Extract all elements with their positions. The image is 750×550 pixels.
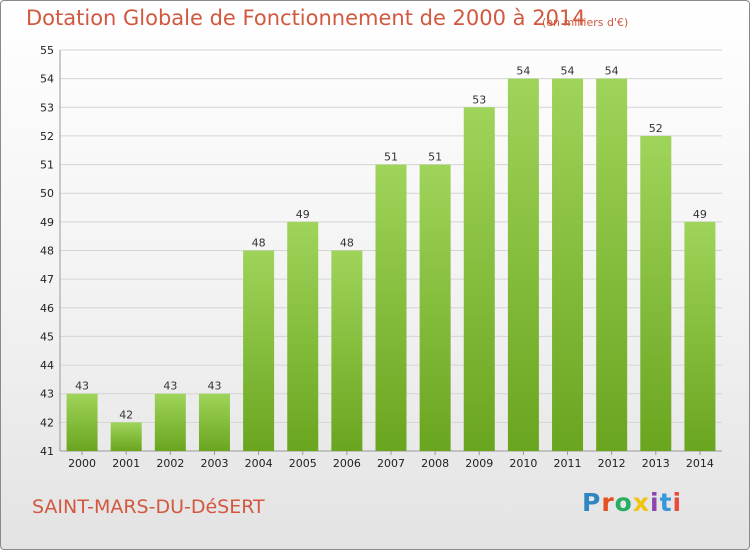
y-tick-label-43: 43 <box>40 388 54 401</box>
x-tick-label-2000: 2000 <box>68 457 96 470</box>
y-tick-label-54: 54 <box>40 73 54 86</box>
data-label-2001: 42 <box>119 408 133 421</box>
data-label-2008: 51 <box>428 151 442 164</box>
y-tick-label-47: 47 <box>40 273 54 286</box>
bar-2003 <box>198 393 230 451</box>
bar-2013 <box>640 135 672 451</box>
data-label-2010: 54 <box>516 65 530 78</box>
data-label-2007: 51 <box>384 151 398 164</box>
y-tick-label-51: 51 <box>40 159 54 172</box>
logo-letter: t <box>659 488 673 517</box>
y-tick-label-55: 55 <box>40 44 54 57</box>
x-tick-label-2001: 2001 <box>112 457 140 470</box>
data-label-2012: 54 <box>605 65 619 78</box>
bar-2014 <box>684 221 716 451</box>
bar-2009 <box>463 107 495 452</box>
data-label-2004: 48 <box>252 237 266 250</box>
logo-letter: i <box>672 488 683 517</box>
commune-name: SAINT-MARS-DU-DéSERT <box>32 496 265 518</box>
bar-2004 <box>243 250 275 451</box>
y-tick-label-46: 46 <box>40 302 54 315</box>
x-tick-label-2012: 2012 <box>598 457 626 470</box>
data-label-2013: 52 <box>649 122 663 135</box>
x-tick-label-2007: 2007 <box>377 457 405 470</box>
x-tick-label-2004: 2004 <box>245 457 273 470</box>
x-tick-label-2013: 2013 <box>642 457 670 470</box>
y-tick-labels: 41 42 43 44 45 46 47 48 49 50 51 52 53 54 55 <box>40 44 54 458</box>
y-tick-label-44: 44 <box>40 359 54 372</box>
x-tick-labels: 2000 2001 2002 2003 2004 2005 2006 2007 2008 2009… <box>68 457 714 470</box>
y-tick-label-45: 45 <box>40 330 54 343</box>
x-tick-label-2002: 2002 <box>156 457 184 470</box>
x-tick-label-2009: 2009 <box>465 457 493 470</box>
x-tick-label-2006: 2006 <box>333 457 361 470</box>
y-tick-label-50: 50 <box>40 187 54 200</box>
bar-2002 <box>154 393 186 451</box>
logo-letter: r <box>601 488 615 517</box>
bar-2001 <box>110 422 142 451</box>
x-tick-label-2008: 2008 <box>421 457 449 470</box>
bar-2007 <box>375 164 407 452</box>
logo-letter: o <box>614 488 633 517</box>
y-tick-label-49: 49 <box>40 216 54 229</box>
data-labels: 43 42 43 43 48 49 48 51 51 53 54 54 54 52 49 <box>75 65 707 422</box>
logo-letter: i <box>650 488 660 517</box>
chart-subtitle: (en milliers d'€) <box>542 16 629 29</box>
x-tick-label-2010: 2010 <box>509 457 537 470</box>
bar-2008 <box>419 164 451 452</box>
y-tick-label-53: 53 <box>40 101 54 114</box>
y-tick-label-48: 48 <box>40 245 54 258</box>
data-label-2003: 43 <box>207 380 221 393</box>
bar-2012 <box>596 78 628 452</box>
data-label-2000: 43 <box>75 380 89 393</box>
data-label-2002: 43 <box>163 380 177 393</box>
x-tick-label-2003: 2003 <box>200 457 228 470</box>
bar-2005 <box>287 221 319 451</box>
chart-title: Dotation Globale de Fonctionnement de 20… <box>26 6 586 30</box>
data-label-2014: 49 <box>693 208 707 221</box>
data-label-2011: 54 <box>561 65 575 78</box>
y-tick-label-41: 41 <box>40 445 54 458</box>
x-tick-label-2011: 2011 <box>554 457 582 470</box>
y-tick-label-42: 42 <box>40 416 54 429</box>
data-label-2005: 49 <box>296 208 310 221</box>
bar-2011 <box>552 78 584 452</box>
bars <box>66 78 716 452</box>
proxiti-logo: Proxiti <box>582 488 682 517</box>
bar-2010 <box>507 78 539 452</box>
data-label-2006: 48 <box>340 237 354 250</box>
x-tick-label-2005: 2005 <box>289 457 317 470</box>
bar-2000 <box>66 393 98 451</box>
y-tick-label-52: 52 <box>40 130 54 143</box>
x-tick-label-2014: 2014 <box>686 457 714 470</box>
bar-2006 <box>331 250 363 451</box>
logo-letter: x <box>632 488 650 517</box>
logo-letter: P <box>582 488 602 517</box>
data-label-2009: 53 <box>472 93 486 106</box>
